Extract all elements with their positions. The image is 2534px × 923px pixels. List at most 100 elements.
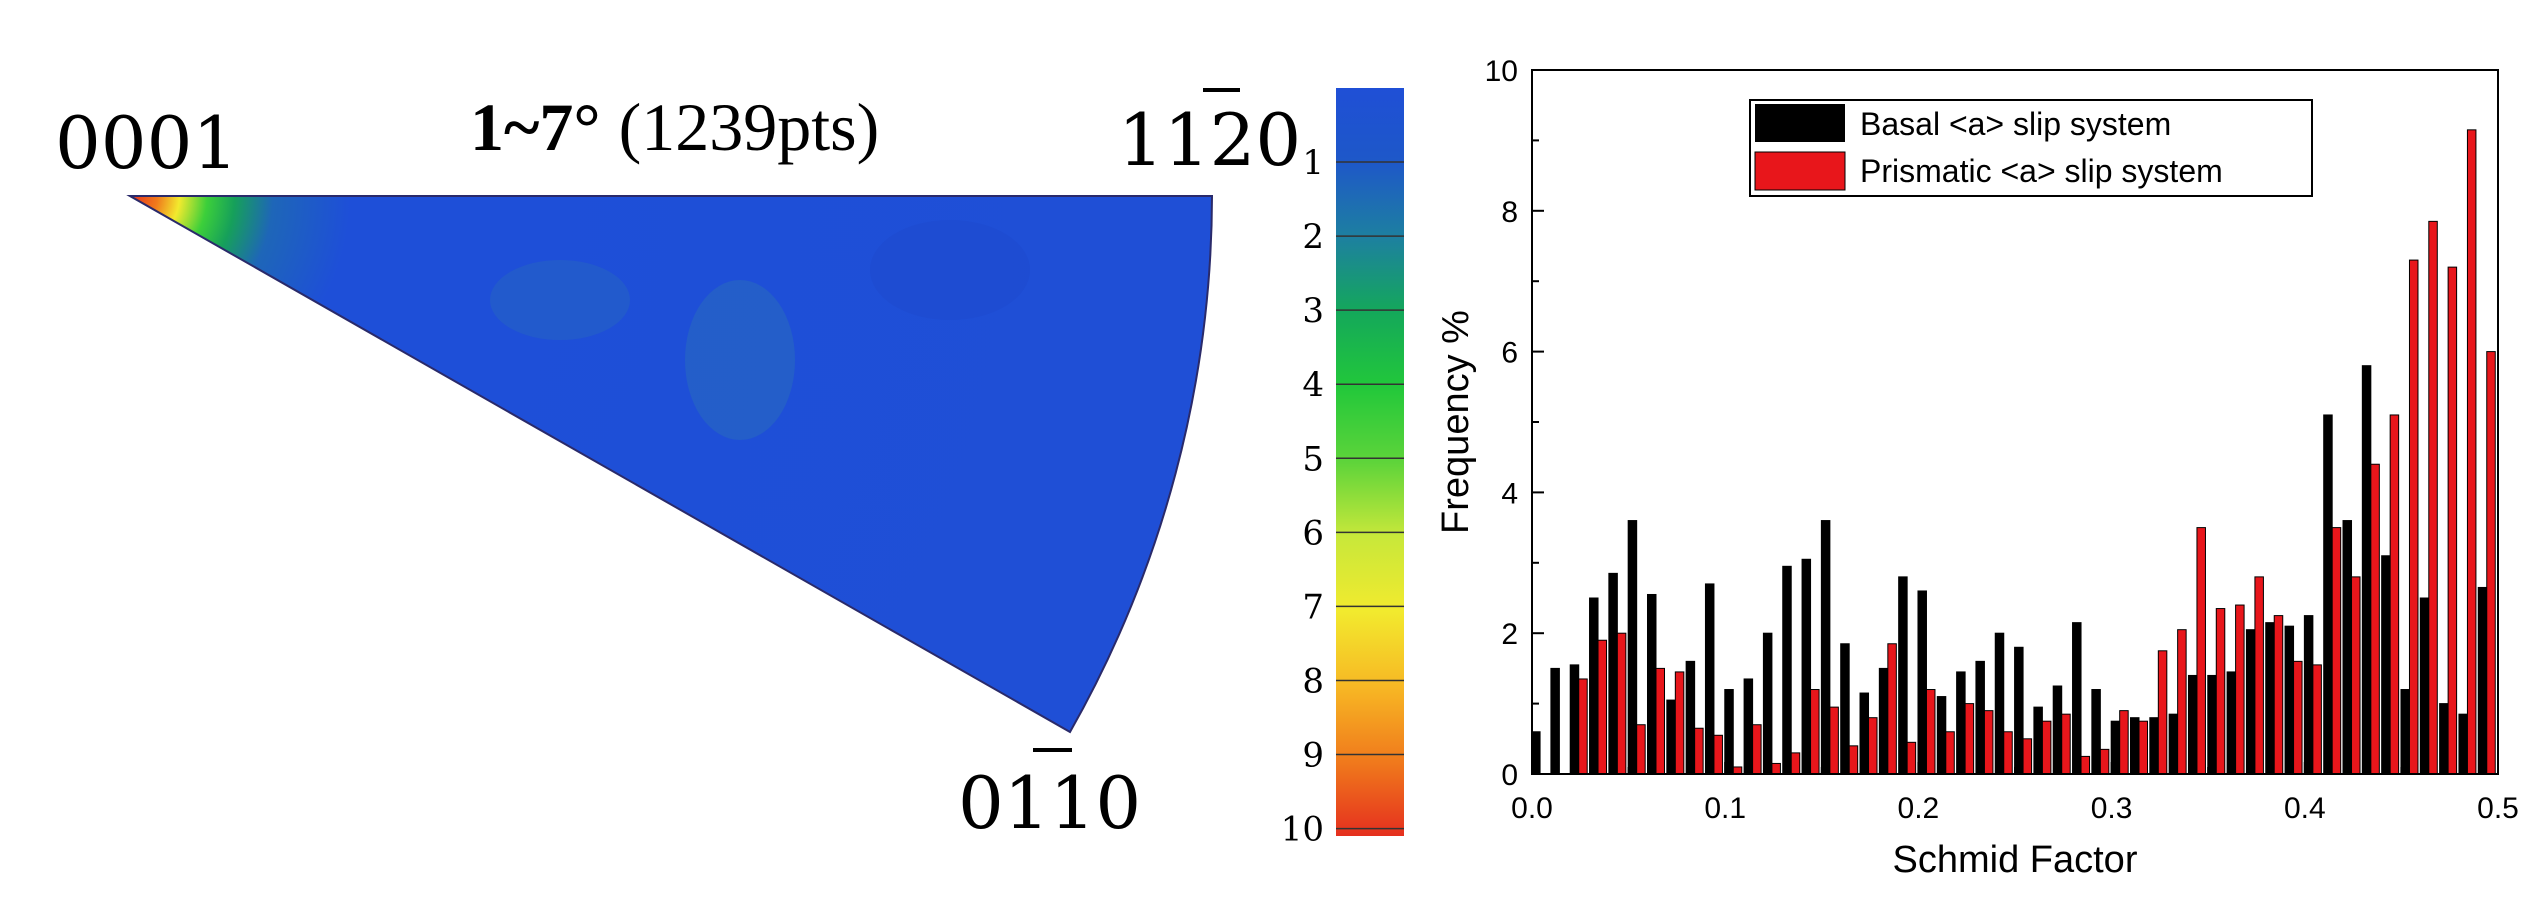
bar-prismatic <box>1636 724 1646 775</box>
bar-basal <box>2014 646 2024 775</box>
bar-prismatic <box>1848 745 1859 775</box>
bar-basal <box>2091 689 2101 775</box>
bar-prismatic <box>1732 766 1743 775</box>
legend: Basal <a> slip system Prismatic <a> slip… <box>1749 99 2313 197</box>
bar-prismatic <box>1868 717 1878 775</box>
y-tick-label: 10 <box>1485 55 1518 88</box>
pole-figure-wedge <box>126 195 1214 734</box>
bar-basal <box>1666 699 1676 775</box>
bar-prismatic <box>2003 731 2013 775</box>
bar-basal <box>1743 678 1754 775</box>
bar-prismatic <box>1694 727 1704 775</box>
legend-swatch-basal <box>1755 104 1845 142</box>
bar-prismatic <box>2312 664 2322 775</box>
bar-basal <box>1859 692 1870 775</box>
bar-prismatic <box>2273 615 2284 775</box>
y-tick-label: 4 <box>1501 477 1518 510</box>
y-axis-label: Frequency % <box>1435 310 1477 534</box>
bar-basal <box>2342 520 2353 775</box>
bar-prismatic <box>1829 706 1839 775</box>
bar-basal <box>1550 667 1560 775</box>
bar-prismatic <box>2235 604 2245 775</box>
bar-basal <box>1801 558 1812 775</box>
bar-prismatic <box>1655 667 1665 775</box>
corner-label-0001: 0001 <box>55 101 238 185</box>
colorbar-tick-label: 5 <box>1302 439 1324 479</box>
bar-prismatic <box>2466 129 2477 775</box>
bar-basal <box>2265 622 2275 775</box>
bar-prismatic <box>2099 748 2110 775</box>
bar-basal <box>2381 555 2391 775</box>
bar-prismatic <box>1887 643 1897 775</box>
legend-swatch-prismatic <box>1754 151 1846 191</box>
bar-prismatic <box>2331 527 2342 775</box>
bar-basal <box>2226 671 2237 775</box>
bar-prismatic <box>2041 720 2052 775</box>
title-point-count: (1239pts) <box>619 89 880 165</box>
inverse-pole-figure: 0001 1120 0110 1~7° (1239pts) 1234567891… <box>55 88 1404 850</box>
bar-prismatic <box>1771 762 1781 775</box>
colorbar-tick-label: 2 <box>1302 217 1324 257</box>
bar-prismatic <box>2196 527 2206 775</box>
x-tick-label: 0.1 <box>1704 792 1746 825</box>
bar-basal <box>2458 713 2468 775</box>
bar-prismatic <box>1983 710 1994 775</box>
title-angle-range: 1~7° <box>470 89 601 165</box>
texture-blob <box>870 220 1030 320</box>
bar-prismatic <box>1810 689 1820 775</box>
bar-prismatic <box>1674 671 1685 775</box>
bar-prismatic <box>2447 266 2458 775</box>
bar-prismatic <box>2138 720 2148 775</box>
bar-basal <box>2129 717 2140 775</box>
bar-basal <box>2245 629 2256 775</box>
colorbar-tick-label: 9 <box>1302 736 1324 776</box>
bar-prismatic <box>2061 713 2071 775</box>
bar-basal <box>1685 660 1696 775</box>
bar-prismatic <box>2022 738 2033 775</box>
legend-label-basal: Basal <a> slip system <box>1860 106 2171 142</box>
bar-basal <box>2361 365 2372 775</box>
bar-basal <box>2323 414 2333 775</box>
texture-blob <box>685 280 795 440</box>
bar-prismatic <box>1597 639 1608 775</box>
bar-basal <box>1724 689 1734 775</box>
bar-prismatic <box>1616 632 1627 775</box>
bar-basal <box>2400 689 2410 775</box>
bar-basal <box>1917 590 1927 775</box>
bar-prismatic <box>2215 608 2226 775</box>
bar-prismatic <box>1578 678 1588 775</box>
bar-basal <box>2149 717 2159 775</box>
bar-prismatic <box>1713 734 1723 775</box>
pole-figure-title: 1~7° (1239pts) <box>470 89 879 165</box>
bar-basal <box>2033 706 2043 775</box>
bar-basal <box>2439 703 2449 775</box>
bar-prismatic <box>2389 414 2400 775</box>
bar-basal <box>1782 565 1792 775</box>
texture-blob <box>490 260 630 340</box>
bar-basal <box>2284 625 2295 775</box>
bar-basal <box>1820 520 1831 775</box>
bar-basal <box>1646 593 1657 775</box>
colorbar-tick-label: 8 <box>1302 661 1324 701</box>
bar-basal <box>1975 660 1985 775</box>
corner-label-0110: 0110 <box>958 761 1141 845</box>
bar-basal <box>2207 674 2217 775</box>
bar-basal <box>2303 615 2314 775</box>
bar-basal <box>1627 520 1638 775</box>
y-tick-label: 8 <box>1501 196 1518 229</box>
colorbar-tick-label: 10 <box>1281 810 1324 850</box>
bar-prismatic <box>2119 710 2129 775</box>
bar-basal <box>2072 622 2082 775</box>
y-tick-label: 0 <box>1501 759 1518 792</box>
bar-prismatic <box>1945 731 1955 775</box>
bar-prismatic <box>1925 689 1936 775</box>
bars <box>1531 129 2496 775</box>
colorbar-ticks: 1 2 3 4 5 6 7 8 9 10 <box>1281 143 1404 850</box>
y-tick-label: 6 <box>1501 337 1518 370</box>
x-tick-label: 0.4 <box>2284 792 2326 825</box>
schmid-factor-histogram: 0.0 0.1 0.2 0.3 0.4 0.5 0 2 4 6 8 10 Schmid Factor… <box>1435 55 2519 881</box>
colorbar-tick-label: 6 <box>1302 513 1324 553</box>
bar-basal <box>1936 696 1947 775</box>
